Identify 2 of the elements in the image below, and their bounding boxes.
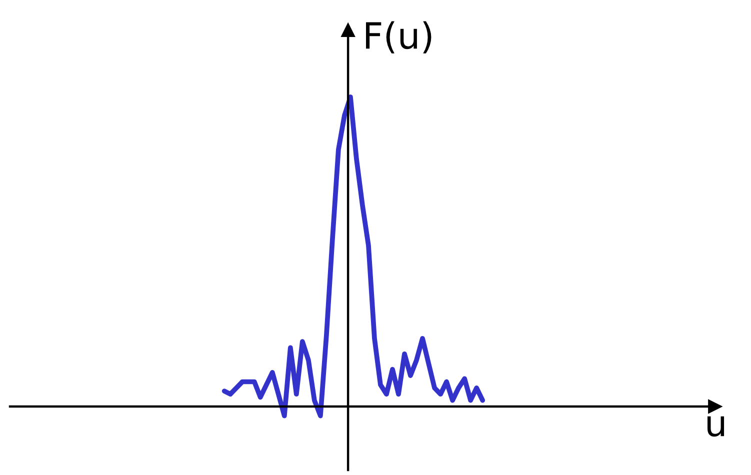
text: u [707,416,724,437]
y-axis-title: F(u) [366,21,432,54]
